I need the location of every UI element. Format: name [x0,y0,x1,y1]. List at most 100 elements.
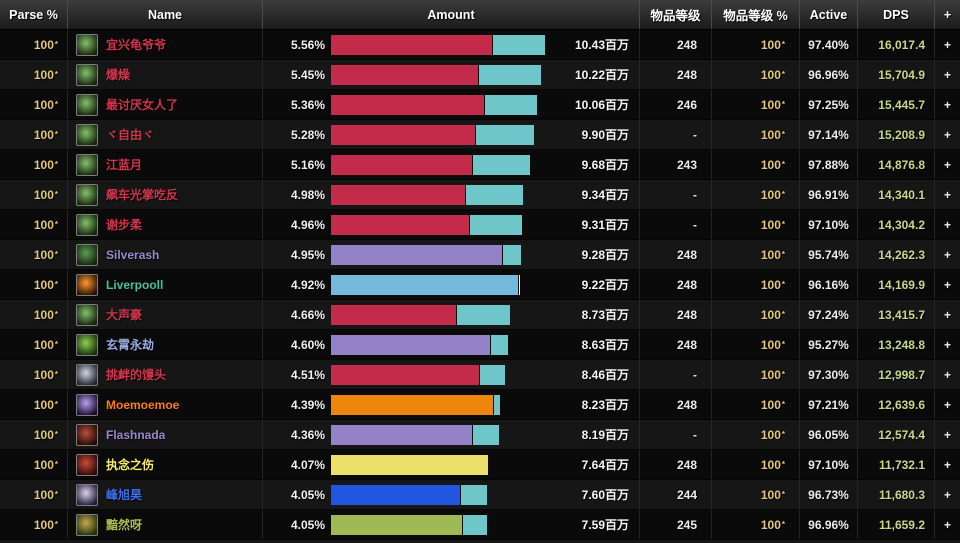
item-level-percent-value[interactable]: 100 * [712,390,800,419]
item-level-percent-value[interactable]: 100 * [712,510,800,539]
parse-value[interactable]: 100 * [0,120,68,149]
parse-value[interactable]: 100 * [0,90,68,119]
parse-value[interactable]: 100 * [0,300,68,329]
header-dps[interactable]: DPS [858,0,935,29]
player-name[interactable]: 大声豪 [106,308,143,322]
player-name[interactable]: 玄霄永劫 [106,338,155,352]
damage-bar-pet [490,334,509,355]
item-level-percent-value[interactable]: 100 * [712,480,800,509]
expand-button[interactable]: + [943,457,951,472]
damage-bar [331,304,511,325]
item-level-percent-value[interactable]: 100 * [712,180,800,209]
player-name[interactable]: 爆燥 [106,68,131,82]
expand-button[interactable]: + [943,247,951,262]
player-name[interactable]: 谢步柔 [106,218,143,232]
expand-button[interactable]: + [943,367,951,382]
fireball-icon [76,273,98,296]
parse-value[interactable]: 100 * [0,480,68,509]
item-level-percent-value[interactable]: 100 * [712,450,800,479]
expand-button[interactable]: + [943,487,951,502]
player-name[interactable]: ヾ自由ヾ [106,128,155,142]
name-cell: 最讨厌女人了 [68,90,263,119]
parse-value[interactable]: 100 * [0,330,68,359]
item-level-percent-value[interactable]: 100 * [712,240,800,269]
player-name[interactable]: Moemoemoe [106,397,180,412]
item-level-percent-value[interactable]: 100 * [712,330,800,359]
parse-value[interactable]: 100 * [0,180,68,209]
item-level-value: 248 [640,270,712,299]
header-parse[interactable]: Parse % [0,0,68,29]
expand-button[interactable]: + [943,97,951,112]
player-name[interactable]: 挑衅的馒头 [106,368,167,382]
expand-button[interactable]: + [943,397,951,412]
damage-bar [331,274,521,295]
expand-button[interactable]: + [943,37,951,52]
item-level-percent-value[interactable]: 100 * [712,270,800,299]
item-level-percent-value[interactable]: 100 * [712,420,800,449]
player-name[interactable]: 黯然呀 [106,518,143,532]
player-name[interactable]: 飙车光掌吃反 [106,188,179,202]
item-level-percent-value[interactable]: 100 * [712,210,800,239]
active-percent-value: 97.24% [800,300,858,329]
amount-value: 8.73百万 [581,308,629,322]
parse-value[interactable]: 100 * [0,60,68,89]
table-row: 100 * 峰旭昊 4.05% 7.60百万 244 100 * 96.73% 11… [0,480,960,510]
expand-button[interactable]: + [943,337,951,352]
unholy-deathknight-icon [76,303,98,326]
damage-bar-area [331,484,545,505]
parse-value[interactable]: 100 * [0,150,68,179]
parse-value[interactable]: 100 * [0,510,68,539]
item-level-percent-value[interactable]: 100 * [712,300,800,329]
parse-value[interactable]: 100 * [0,210,68,239]
header-amount[interactable]: Amount [263,0,640,29]
player-name[interactable]: 峰旭昊 [106,488,143,502]
expand-button[interactable]: + [943,217,951,232]
expand-button[interactable]: + [943,517,951,532]
item-level-percent-value[interactable]: 100 * [712,30,800,59]
header-name[interactable]: Name [68,0,263,29]
player-name[interactable]: 最讨厌女人了 [106,98,179,112]
player-name[interactable]: Flashnada [106,427,166,442]
expand-button[interactable]: + [943,187,951,202]
item-level-percent-value[interactable]: 100 * [712,120,800,149]
header-item-level[interactable]: 物品等级 [640,0,712,29]
damage-bar [331,394,500,415]
name-cell: 爆燥 [68,60,263,89]
player-name[interactable]: Silverash [106,247,160,262]
parse-value[interactable]: 100 * [0,420,68,449]
table-row: 100 * 飙车光掌吃反 4.98% 9.34百万 - 100 * 96.91% 1… [0,180,960,210]
item-level-percent-value[interactable]: 100 * [712,360,800,389]
amount-value: 9.22百万 [581,278,629,292]
expand-button[interactable]: + [943,127,951,142]
header-active[interactable]: Active [800,0,858,29]
expand-button[interactable]: + [943,157,951,172]
parse-value[interactable]: 100 * [0,240,68,269]
parse-value[interactable]: 100 * [0,360,68,389]
runeblade-icon [76,363,98,386]
parse-value[interactable]: 100 * [0,30,68,59]
expand-button[interactable]: + [943,67,951,82]
item-level-value: - [640,420,712,449]
name-cell: 峰旭昊 [68,480,263,509]
amount-value: 8.63百万 [581,338,629,352]
player-name[interactable]: 宜兴龟爷爷 [106,38,167,52]
parse-value[interactable]: 100 * [0,390,68,419]
player-name[interactable]: 江蓝月 [106,158,143,172]
expand-button[interactable]: + [943,307,951,322]
header-item-level-percent[interactable]: 物品等级 % [712,0,800,29]
item-level-percent-value[interactable]: 100 * [712,150,800,179]
active-percent-value: 97.88% [800,150,858,179]
item-level-percent-value[interactable]: 100 * [712,60,800,89]
player-name[interactable]: Liverpooll [106,277,164,292]
parse-value[interactable]: 100 * [0,450,68,479]
expand-button[interactable]: + [943,277,951,292]
amount-cell: 4.92% 9.22百万 [263,270,640,299]
item-level-value: 243 [640,150,712,179]
header-expand[interactable]: + [943,7,952,22]
expand-button[interactable]: + [943,427,951,442]
item-level-percent-value[interactable]: 100 * [712,90,800,119]
player-name[interactable]: 执念之伤 [106,458,155,472]
damage-bar-pet [472,154,530,175]
active-percent-value: 97.10% [800,210,858,239]
parse-value[interactable]: 100 * [0,270,68,299]
